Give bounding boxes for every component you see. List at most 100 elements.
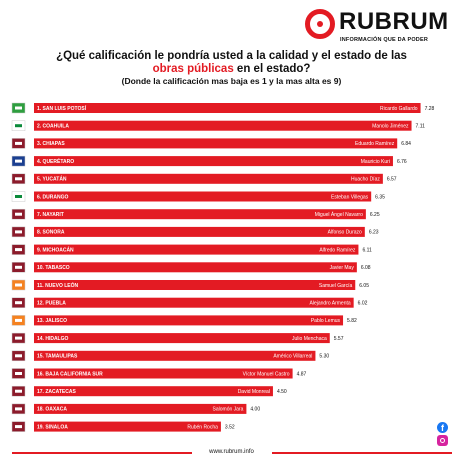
bar-state-label: 11. NUEVO LEÓN [37,281,79,289]
bar-state-label: 17. ZACATECAS [37,389,76,395]
morena-logo-icon-mark [15,372,22,375]
bar-1 [34,103,421,113]
bar-7 [34,209,366,220]
mc-logo-icon-mark [15,318,22,322]
bar-state-label: 18. OAXACA [37,407,67,413]
bar-governor-label: Pablo Lemus [311,318,341,324]
bar-governor-label: Javier May [330,265,355,271]
footer-divider-right [272,452,452,454]
brand-logo: RUBRUM INFORMACIÓN QUE DA PODER [305,8,455,50]
bar-value-label: 6.23 [369,230,379,236]
bar-governor-label: Huacho Díaz [351,177,380,183]
bar-value-label: 4.00 [250,407,260,413]
bar-12 [34,297,354,308]
bar-state-label: 9. MICHOACÁN [37,246,74,253]
bar-governor-label: Mauricio Kuri [361,159,390,165]
bar-16 [34,368,293,379]
bar-value-label: 5.57 [334,336,344,342]
bar-11 [34,280,356,290]
bar-governor-label: Eduardo Ramírez [355,141,395,147]
bar-value-label: 5.30 [319,354,329,360]
bar-2 [34,120,412,131]
bar-state-label: 1. SAN LUIS POTOSÍ [37,104,87,112]
bar-governor-label: Manolo Jiménez [372,124,409,130]
morena-logo-icon-mark [15,425,22,429]
question-line-2: obras públicas en el estado? [0,63,463,76]
bar-value-label: 6.25 [370,212,380,218]
bar-governor-label: David Monreal [238,389,270,395]
bar-value-label: 6.84 [401,141,411,147]
morena-logo-icon-mark [15,248,22,252]
question-subtitle: (Donde la calificación mas baja es 1 y l… [121,76,342,86]
brand-tagline: INFORMACIÓN QUE DA PODER [340,37,429,43]
bar-13 [34,315,344,326]
bar-governor-label: Esteban Villegas [331,194,369,200]
bar-4 [34,156,393,167]
bar-state-label: 8. SONORA [37,230,65,236]
bar-state-label: 16. BAJA CALIFORNIA SUR [37,371,103,377]
bar-governor-label: Rubén Rocha [187,424,218,430]
question-title: ¿Qué calificación le pondría usted a la … [0,50,463,87]
bar-state-label: 10. TABASCO [37,265,70,271]
bar-value-label: 7.11 [416,124,426,130]
pan-logo-icon-mark [15,159,22,163]
morena-logo-icon-mark [15,354,22,358]
bar-value-label: 6.05 [359,283,369,289]
bar-state-label: 6. DURANGO [37,194,69,200]
bar-governor-label: Alfredo Ramírez [319,247,356,253]
facebook-icon[interactable]: f [437,422,448,433]
bar-governor-label: Samuel García [319,283,353,289]
bar-value-label: 6.35 [375,194,385,200]
bar-value-label: 6.08 [361,265,371,271]
bar-state-label: 2. COAHUILA [37,124,69,130]
bar-8 [34,226,365,237]
bar-state-label: 19. SINALOA [37,424,68,430]
footer-divider-left [12,452,192,454]
bar-6 [34,191,372,202]
bar-9 [34,244,359,255]
footer-url[interactable]: www.rubrum.info [209,449,254,455]
bar-5 [34,173,383,184]
bar-value-label: 7.28 [425,106,435,112]
bar-value-label: 5.82 [347,318,357,324]
bar-state-label: 4. QUERÉTARO [37,157,74,165]
question-highlight: obras públicas [152,63,234,75]
bar-value-label: 6.76 [397,159,407,165]
bar-value-label: 3.52 [225,424,235,430]
bar-state-label: 12. PUEBLA [37,301,66,307]
bar-value-label: 6.02 [358,301,368,307]
bar-governor-label: Alejandro Armenta [310,301,351,307]
bar-value-label: 4.50 [277,389,287,395]
question-line-2-rest: en el estado? [233,63,311,75]
morena-logo-icon-mark [15,177,22,181]
morena-logo-icon-mark [15,212,22,216]
morena-logo-icon-mark [15,265,22,269]
rubrum-logo-icon [305,9,335,39]
bar-value-label: 6.57 [387,177,397,183]
bar-17 [34,386,273,397]
bar-10 [34,262,357,273]
bar-state-label: 5. YUCATÁN [37,176,67,183]
morena-logo-icon-mark [15,141,22,145]
bar-value-label: 6.11 [362,247,372,253]
bar-14 [34,333,330,344]
bar-3 [34,138,398,149]
question-line-1: ¿Qué calificación le pondría usted a la … [56,50,407,62]
bar-state-label: 14. HIDALGO [37,336,69,342]
bar-19 [34,421,221,432]
morena-logo-icon-mark [15,407,22,411]
bar-governor-label: Ricardo Gallardo [380,106,418,112]
footer: www.rubrum.info [0,446,463,463]
pri-logo-icon-mark [15,195,22,198]
pvem-logo-icon-mark [15,106,22,110]
bar-governor-label: Víctor Manuel Castro [243,371,290,377]
bar-governor-label: Alfonso Durazo [328,230,362,236]
bar-state-label: 13. JALISCO [37,318,67,324]
morena-logo-icon-mark [15,230,22,234]
bar-governor-label: Miguel Ángel Navarro [315,211,363,218]
bar-state-label: 7. NAYARIT [37,212,64,218]
instagram-icon[interactable] [437,435,448,446]
brand-name: RUBRUM [339,8,449,35]
bar-state-label: 3. CHIAPAS [37,141,65,147]
